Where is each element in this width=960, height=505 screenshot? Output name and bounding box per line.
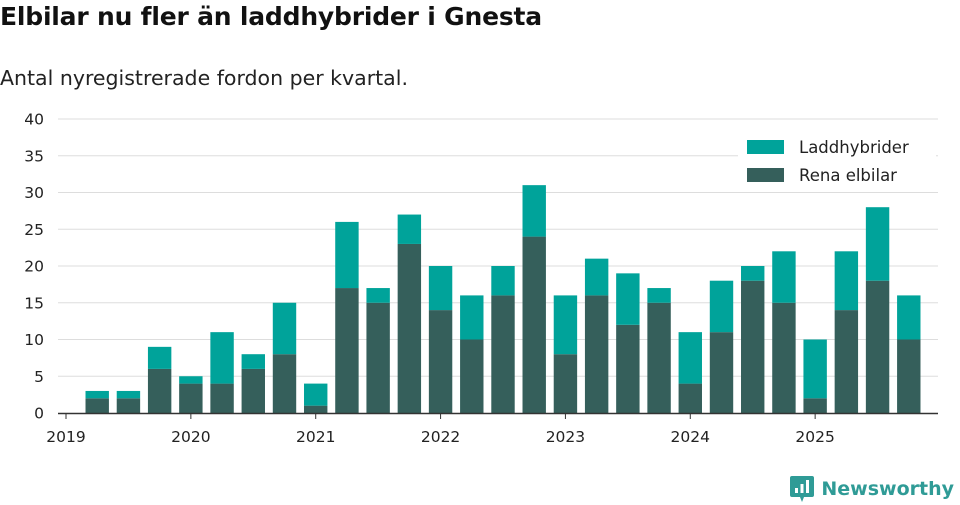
bar-rena-elbilar [366, 302, 390, 413]
bar-rena-elbilar [584, 295, 609, 413]
bar-rena-elbilar [460, 339, 484, 413]
bar-rena-elbilar [304, 405, 328, 413]
bar-laddhybrider [834, 251, 859, 311]
bar-laddhybrider [647, 288, 671, 303]
bar-laddhybrider [210, 332, 234, 384]
bar-rena-elbilar [709, 332, 734, 413]
bar-rena-elbilar [522, 236, 546, 413]
bar-laddhybrider [460, 295, 484, 340]
x-tick-label: 2024 [671, 428, 710, 446]
bar-laddhybrider [491, 266, 515, 296]
x-tick-label: 2020 [171, 428, 210, 446]
x-tick-label: 2019 [46, 428, 85, 446]
x-tick-label: 2022 [421, 428, 460, 446]
bar-laddhybrider [553, 295, 578, 355]
bar-laddhybrider [335, 221, 359, 289]
y-tick-label: 5 [34, 368, 44, 386]
bar-rena-elbilar [335, 288, 359, 413]
bar-rena-elbilar [179, 383, 203, 413]
bar-laddhybrider [428, 266, 453, 311]
bar-rena-elbilar [865, 280, 890, 413]
legend: Laddhybrider Rena elbilar [738, 132, 936, 192]
bar-laddhybrider [897, 295, 921, 340]
bar-rena-elbilar [678, 383, 702, 413]
y-tick-label: 35 [24, 147, 44, 165]
y-tick-label: 20 [24, 258, 44, 276]
y-tick-label: 25 [24, 221, 44, 239]
bar-laddhybrider [865, 207, 890, 281]
bar-rena-elbilar [397, 243, 422, 413]
y-axis: 0 5 10 15 20 25 30 35 40 [24, 111, 44, 423]
bar-rena-elbilar [772, 302, 796, 413]
bar-laddhybrider [272, 302, 297, 355]
y-tick-label: 10 [24, 331, 44, 349]
x-axis: 2019 2020 2021 2022 2023 2024 2025 [46, 412, 938, 446]
x-tick-label: 2025 [795, 428, 834, 446]
bar-laddhybrider [678, 332, 702, 384]
newsworthy-logo-icon [790, 476, 815, 502]
bar-laddhybrider [241, 354, 265, 369]
bar-laddhybrider [584, 258, 609, 296]
bar-laddhybrider [304, 383, 328, 406]
bar-rena-elbilar [803, 398, 827, 413]
legend-swatch [747, 140, 784, 154]
bar-laddhybrider [616, 273, 640, 325]
bar-laddhybrider [116, 390, 141, 399]
legend-swatch [747, 168, 784, 182]
bar-laddhybrider [803, 339, 827, 399]
brand-logo: Newsworthy [789, 475, 954, 503]
bar-laddhybrider [741, 266, 765, 281]
x-tick-label: 2023 [546, 428, 585, 446]
bar-laddhybrider [522, 185, 546, 237]
x-tick-label: 2021 [296, 428, 335, 446]
y-tick-label: 30 [24, 184, 44, 202]
bar-rena-elbilar [116, 398, 141, 413]
bar-laddhybrider [179, 376, 203, 384]
y-tick-label: 40 [24, 111, 44, 129]
bars [85, 185, 921, 413]
bar-rena-elbilar [85, 398, 109, 413]
bar-laddhybrider [366, 288, 390, 303]
bar-rena-elbilar [428, 310, 453, 413]
bar-rena-elbilar [491, 295, 515, 413]
brand-name: Newsworthy [821, 478, 954, 500]
bar-rena-elbilar [210, 383, 234, 413]
bar-rena-elbilar [834, 310, 859, 413]
bar-rena-elbilar [241, 368, 265, 413]
bar-rena-elbilar [741, 280, 765, 413]
legend-label: Rena elbilar [799, 166, 897, 185]
bar-rena-elbilar [147, 368, 172, 413]
chart-title: Elbilar nu fler än laddhybrider i Gnesta [0, 2, 542, 31]
bar-rena-elbilar [616, 324, 640, 413]
chart-subtitle: Antal nyregistrerade fordon per kvartal. [0, 66, 408, 90]
bar-laddhybrider [85, 390, 109, 399]
bar-laddhybrider [772, 251, 796, 303]
legend-label: Laddhybrider [799, 138, 909, 157]
bar-rena-elbilar [272, 354, 297, 413]
bar-rena-elbilar [647, 302, 671, 413]
bar-laddhybrider [709, 280, 734, 333]
bar-rena-elbilar [553, 354, 578, 413]
bar-laddhybrider [397, 214, 422, 244]
y-tick-label: 15 [24, 294, 44, 312]
bar-rena-elbilar [897, 339, 921, 413]
y-tick-label: 0 [34, 405, 44, 423]
bar-laddhybrider [147, 346, 172, 369]
